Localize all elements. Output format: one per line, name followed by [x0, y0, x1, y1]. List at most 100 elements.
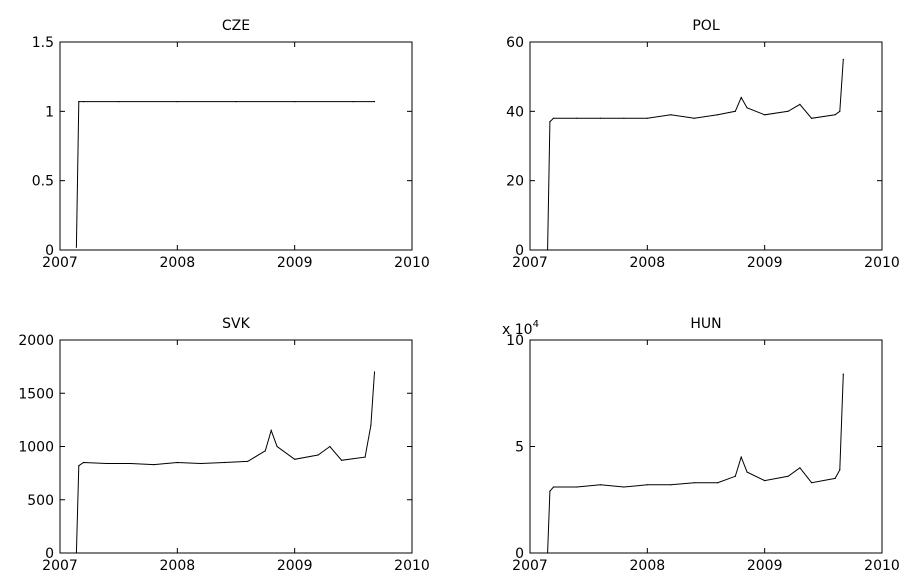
- data-point: [740, 456, 742, 458]
- x-tick-label: 2008: [630, 255, 666, 271]
- data-point: [317, 454, 319, 456]
- data-point: [78, 465, 80, 467]
- data-point: [576, 486, 578, 488]
- data-point: [235, 101, 237, 103]
- y-multiplier-exponent: 4: [533, 319, 539, 330]
- data-point: [82, 461, 85, 464]
- data-point: [670, 114, 672, 116]
- data-point: [176, 461, 178, 464]
- data-point: [373, 101, 376, 103]
- data-point: [78, 101, 80, 103]
- data-point: [223, 461, 225, 464]
- data-point: [82, 101, 85, 103]
- data-point: [547, 249, 549, 251]
- y-tick-label: 40: [506, 104, 524, 120]
- data-point: [646, 117, 648, 119]
- data-point: [787, 475, 789, 477]
- data-point: [276, 445, 278, 448]
- data-point: [549, 121, 551, 123]
- y-tick-label: 1000: [18, 440, 54, 456]
- x-tick-label: 2010: [864, 255, 900, 271]
- data-point: [75, 246, 77, 248]
- data-point: [623, 486, 625, 488]
- y-tick-label: 20: [506, 174, 524, 190]
- data-point: [106, 462, 108, 465]
- data-point: [329, 445, 331, 448]
- y-tick-label: 1: [45, 104, 54, 120]
- data-point: [842, 373, 844, 375]
- y-tick-label: 10: [506, 333, 524, 349]
- x-tick-label: 2009: [747, 558, 783, 574]
- data-point: [839, 110, 841, 112]
- data-point: [75, 552, 77, 554]
- x-tick-label: 2009: [277, 558, 313, 574]
- x-tick-label: 2007: [512, 255, 548, 271]
- y-multiplier: x 104: [502, 319, 539, 338]
- x-tick-label: 2007: [42, 255, 78, 271]
- data-point: [834, 114, 836, 116]
- data-point: [552, 117, 555, 119]
- data-point: [799, 467, 801, 469]
- data-point: [746, 107, 748, 109]
- x-tick-label: 2010: [394, 558, 430, 574]
- data-point: [811, 117, 813, 119]
- subplot-pol: POL 2007 2008 2009 2010 0 20 40 60: [506, 18, 900, 271]
- data-point: [764, 114, 766, 116]
- data-point: [264, 450, 266, 452]
- y-tick-label: 500: [27, 493, 54, 509]
- data-point: [576, 117, 578, 119]
- y-tick-label: 60: [506, 35, 524, 51]
- x-tick-label: 2010: [394, 255, 430, 271]
- axes-frame: [59, 339, 413, 554]
- data-point: [153, 464, 155, 466]
- data-point: [370, 424, 372, 426]
- data-point: [552, 486, 555, 488]
- data-point: [746, 471, 748, 473]
- data-point: [118, 101, 120, 103]
- y-tick-label: 1.5: [32, 35, 54, 51]
- data-point: [764, 480, 766, 482]
- data-point: [129, 462, 131, 465]
- data-point: [373, 371, 376, 373]
- data-point: [787, 110, 789, 112]
- data-point: [740, 96, 742, 99]
- axes-frame: [59, 41, 413, 251]
- axes-frame: [529, 41, 883, 251]
- series-line: [75, 371, 375, 554]
- series-line: [547, 59, 844, 251]
- y-tick-label: 0: [515, 546, 524, 562]
- data-point: [549, 490, 551, 492]
- y-tick-label: 0.5: [32, 174, 54, 190]
- data-point: [646, 484, 648, 486]
- data-point: [270, 429, 272, 432]
- data-point: [693, 117, 695, 119]
- x-tick-label: 2009: [747, 255, 783, 271]
- data-point: [839, 469, 841, 471]
- data-point: [834, 477, 836, 479]
- x-tick-label: 2008: [160, 255, 196, 271]
- y-tick-label: 5: [515, 440, 524, 456]
- chart-title: HUN: [690, 316, 721, 332]
- data-point: [599, 484, 602, 486]
- data-point: [811, 482, 813, 484]
- data-point: [717, 114, 719, 116]
- x-tick-label: 2008: [630, 558, 666, 574]
- x-tick-label: 2007: [512, 558, 548, 574]
- data-point: [799, 103, 801, 105]
- chart-title: SVK: [222, 316, 250, 332]
- data-point: [734, 475, 736, 477]
- x-tick-label: 2007: [42, 558, 78, 574]
- data-point: [670, 484, 672, 486]
- data-point: [294, 458, 296, 460]
- y-multiplier-base: x 10: [502, 322, 533, 338]
- y-tick-label: 0: [515, 243, 524, 259]
- data-point: [693, 482, 695, 484]
- data-point: [247, 460, 249, 462]
- data-point: [734, 110, 736, 112]
- y-tick-label: 1500: [18, 386, 54, 402]
- x-tick-label: 2009: [277, 255, 313, 271]
- y-tick-label: 2000: [18, 333, 54, 349]
- data-point: [176, 101, 178, 103]
- y-tick-label: 0: [45, 546, 54, 562]
